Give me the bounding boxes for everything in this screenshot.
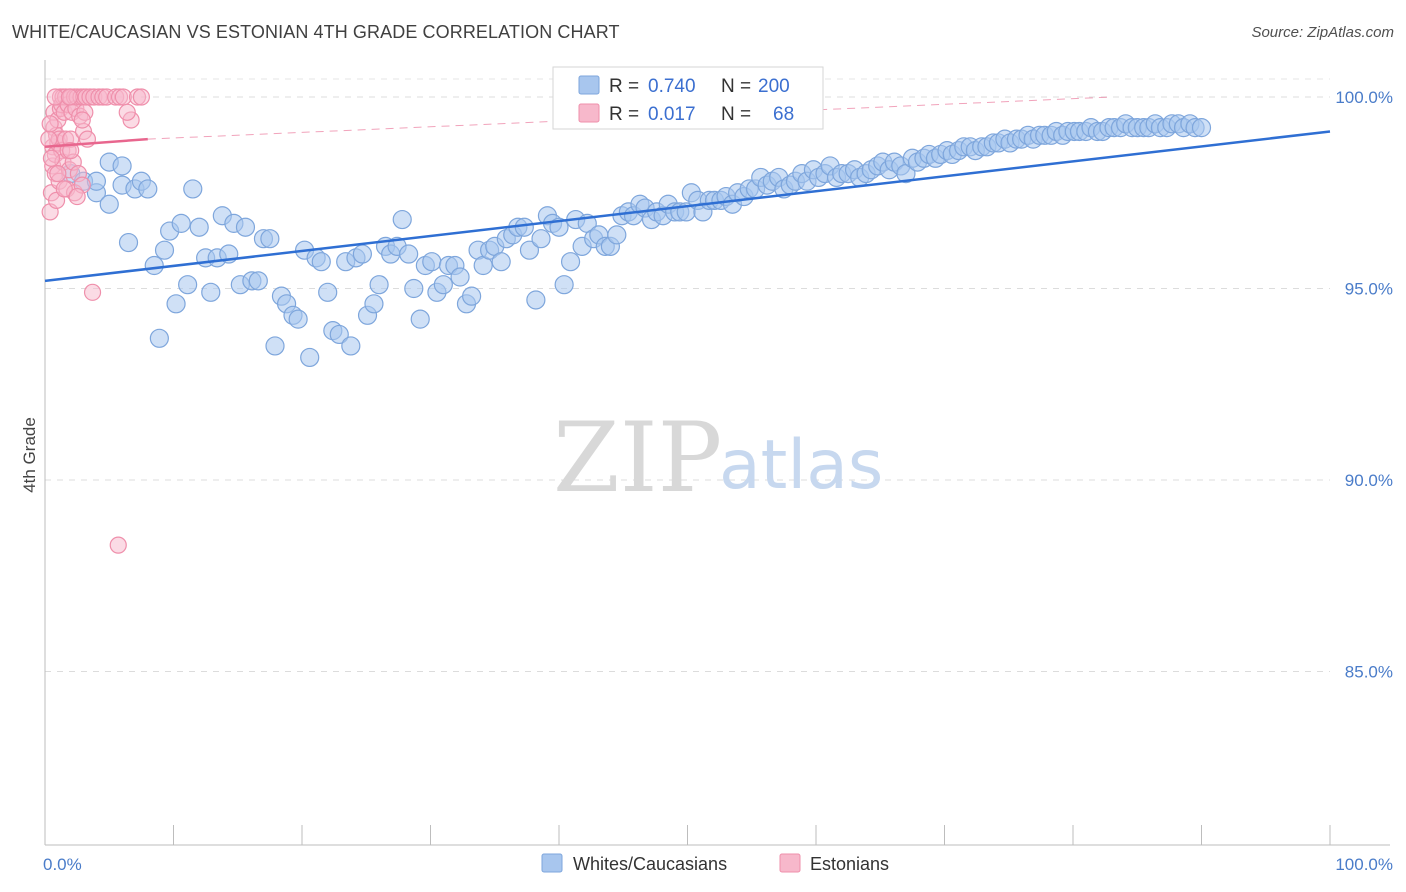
whites-point-72: [491, 252, 511, 272]
whites-point-76: [514, 217, 534, 237]
whites-point-57: [404, 278, 424, 299]
watermark: ZIP atlas: [553, 402, 883, 514]
whites-point-14: [154, 240, 175, 260]
bottom-legend-whites: Whites/Caucasians: [573, 854, 727, 874]
estonians-point-56: [42, 149, 61, 167]
grid: [45, 78, 1330, 672]
whites-point-7: [112, 156, 132, 176]
whites-point-32: [260, 229, 280, 249]
series-whites-points: [61, 114, 1212, 368]
whites-point-30: [248, 271, 268, 291]
estonians-point-43: [83, 283, 102, 301]
estonians-trend-line: [44, 137, 148, 149]
legend-n-value-1: 200: [758, 76, 790, 97]
whites-point-51: [369, 275, 389, 295]
legend-r-value-1: 0.740: [648, 76, 696, 97]
y-tick-labels: 100.0% 95.0% 90.0% 85.0%: [1335, 88, 1393, 682]
legend-n-value-2: 68: [773, 104, 794, 125]
whites-point-8: [118, 232, 139, 253]
legend-swatch-pink: [578, 103, 600, 123]
whites-point-48: [352, 244, 372, 264]
whites-point-193: [1191, 118, 1212, 138]
legend-swatch-blue: [578, 75, 600, 95]
whites-point-83: [554, 275, 574, 295]
whites-point-20: [189, 217, 209, 237]
whites-point-77: [519, 240, 540, 260]
x-tick-label-0: 0.0%: [43, 855, 82, 874]
whites-point-12: [144, 255, 164, 276]
y-tick-label-3: 85.0%: [1345, 663, 1393, 682]
legend-r-label-1: R =: [609, 76, 639, 97]
whites-point-28: [235, 217, 256, 237]
whites-point-62: [433, 275, 453, 295]
whites-point-18: [178, 275, 198, 295]
y-axis-label: 4th Grade: [20, 417, 39, 493]
chart-title: WHITE/CAUCASIAN VS ESTONIAN 4TH GRADE CO…: [12, 22, 620, 42]
y-tick-label-0: 100.0%: [1335, 88, 1393, 107]
estonians-point-67: [73, 111, 91, 129]
estonians-point-57: [49, 165, 67, 183]
whites-point-79: [531, 229, 551, 249]
bottom-legend-swatch-pink: [779, 853, 801, 873]
source-credit: Source: ZipAtlas.com: [1251, 24, 1394, 41]
whites-point-55: [392, 209, 412, 230]
whites-point-11: [138, 179, 158, 199]
whites-point-56: [399, 244, 419, 264]
legend-n-label-2: N =: [721, 104, 751, 125]
whites-point-84: [560, 252, 581, 272]
stats-legend: R = 0.740 N = 200 R = 0.017 N = 68: [552, 66, 824, 130]
watermark-atlas: atlas: [719, 426, 883, 505]
bottom-legend-estonians: Estonians: [810, 854, 889, 874]
estonians-point-58: [55, 180, 73, 198]
whites-point-46: [341, 336, 361, 356]
whites-point-44: [329, 324, 349, 345]
y-tick-label-1: 95.0%: [1345, 280, 1393, 299]
estonians-point-55: [118, 103, 136, 121]
watermark-zip: ZIP: [553, 402, 722, 514]
legend-r-value-2: 0.017: [648, 104, 696, 125]
whites-point-17: [171, 213, 191, 233]
whites-point-60: [422, 252, 442, 272]
estonians-point-51: [109, 536, 127, 554]
estonians-point-64: [41, 115, 59, 133]
estonians-point-60: [68, 187, 86, 206]
legend-n-label-1: N =: [721, 76, 751, 97]
series-estonians-points: [40, 88, 150, 554]
series-legend: Whites/Caucasians Estonians: [541, 853, 889, 874]
whites-point-16: [166, 294, 186, 314]
estonians-point-66: [60, 88, 79, 106]
whites-point-92: [607, 225, 627, 245]
estonians-point-63: [40, 130, 58, 148]
y-tick-label-2: 90.0%: [1345, 471, 1393, 490]
estonians-point-59: [62, 142, 80, 160]
whites-point-78: [526, 290, 546, 310]
whites-point-50: [364, 294, 384, 314]
whites-trend-line: [44, 130, 1331, 283]
x-tick-labels: 0.0% 100.0%: [43, 855, 1393, 874]
whites-point-19: [183, 179, 203, 199]
whites-point-37: [288, 309, 308, 329]
bottom-legend-swatch-blue: [541, 853, 563, 873]
whites-point-13: [149, 328, 169, 348]
whites-point-33: [265, 336, 285, 356]
whites-point-67: [462, 286, 482, 306]
whites-point-41: [311, 252, 331, 272]
whites-point-5: [99, 194, 119, 214]
whites-point-39: [300, 347, 320, 368]
whites-point-58: [410, 309, 430, 329]
x-tick-label-1: 100.0%: [1335, 855, 1393, 874]
legend-r-label-2: R =: [609, 104, 639, 125]
whites-point-42: [318, 282, 338, 302]
whites-point-22: [201, 282, 221, 302]
whites-point-65: [450, 267, 470, 287]
estonians-point-54: [132, 88, 150, 106]
